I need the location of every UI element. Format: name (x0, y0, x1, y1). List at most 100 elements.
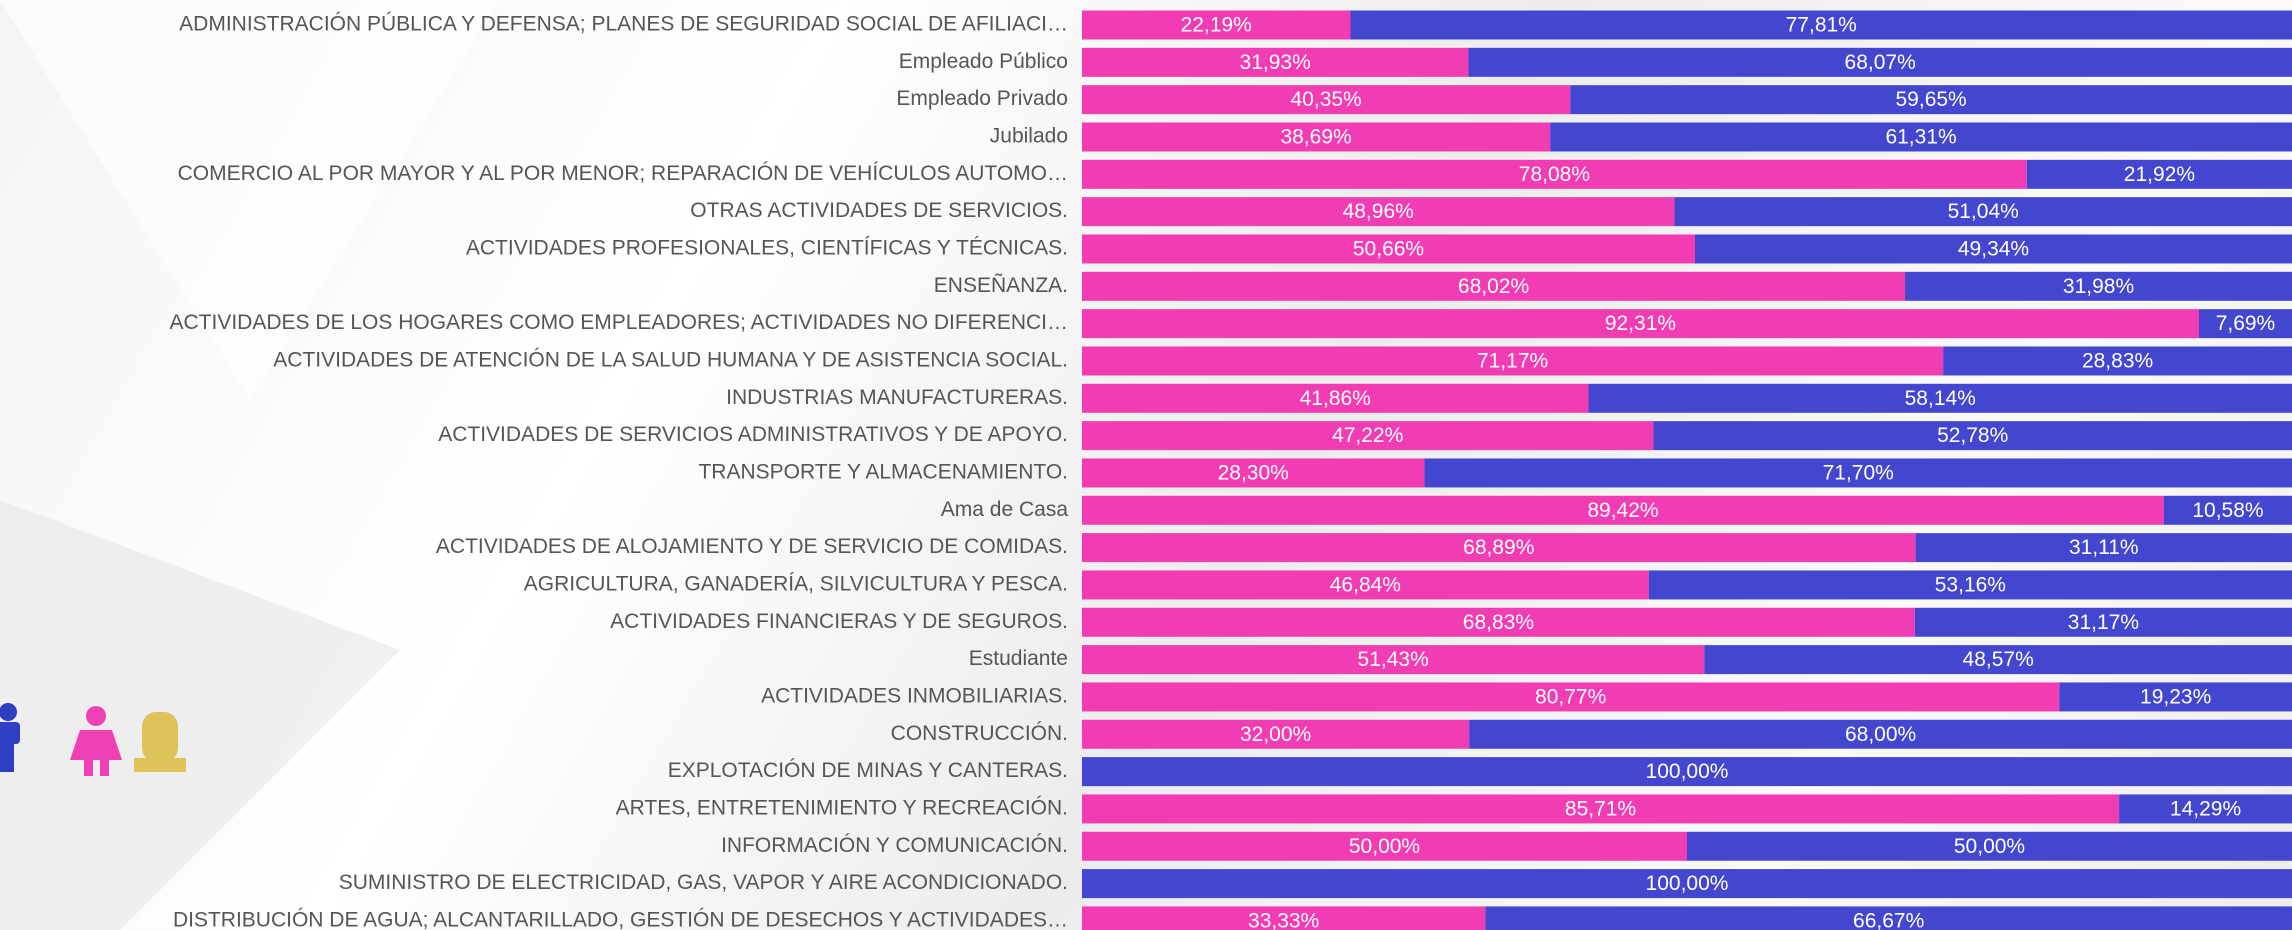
value-label: 31,11% (2069, 536, 2139, 559)
value-label: 51,04% (1948, 200, 2019, 223)
category-label: ACTIVIDADES FINANCIERAS Y DE SEGUROS. (610, 610, 1068, 633)
value-label: 41,86% (1300, 387, 1371, 410)
value-label: 66,67% (1853, 909, 1924, 930)
category-label: TRANSPORTE Y ALMACENAMIENTO. (698, 461, 1068, 484)
category-label: CONSTRUCCIÓN. (891, 722, 1068, 745)
value-label: 85,71% (1565, 797, 1636, 820)
category-label: Ama de Casa (941, 498, 1069, 521)
value-label: 31,98% (2063, 275, 2134, 298)
category-label: AGRICULTURA, GANADERÍA, SILVICULTURA Y P… (524, 572, 1068, 595)
bar-segment (1082, 495, 2164, 525)
bar-segment (1082, 607, 1915, 637)
bar-segment (1082, 458, 1425, 488)
bg-shape (0, 500, 400, 930)
bar-segment (1082, 47, 1469, 77)
bg-shape (0, 0, 500, 400)
bar-segment (2059, 682, 2292, 712)
value-label: 22,19% (1181, 14, 1252, 37)
category-label: ARTES, ENTRETENIMIENTO Y RECREACIÓN. (616, 796, 1068, 819)
bar-segment (1915, 533, 2292, 563)
bar-segment (1350, 10, 2292, 40)
value-label: 28,83% (2082, 350, 2153, 373)
bar-segment (1653, 421, 2292, 451)
bar-segment (1082, 682, 2060, 712)
bar-segment (2163, 495, 2292, 525)
category-label: ACTIVIDADES PROFESIONALES, CIENTÍFICAS Y… (466, 237, 1068, 260)
other-icon (134, 712, 186, 772)
category-label: ACTIVIDADES DE LOS HOGARES COMO EMPLEADO… (170, 311, 1069, 334)
value-label: 50,00% (1954, 835, 2025, 858)
bar-segment (1570, 85, 2292, 115)
value-label: 48,96% (1343, 200, 1414, 223)
category-label: OTRAS ACTIVIDADES DE SERVICIOS. (690, 199, 1068, 222)
value-label: 68,07% (1845, 51, 1916, 74)
value-label: 77,81% (1786, 14, 1857, 37)
bar-segment (1082, 645, 1705, 675)
bar-segment (1082, 10, 1351, 40)
bar-segment (1082, 197, 1675, 227)
value-label: 100,00% (1646, 760, 1729, 783)
bar-segment (1082, 906, 1486, 930)
bar-segment (1082, 85, 1571, 115)
bar-segment (1082, 869, 2292, 899)
bar-segment (1082, 831, 1687, 861)
bar-segment (1082, 757, 2292, 787)
bar-segment (1082, 122, 1551, 152)
value-label: 47,22% (1332, 424, 1403, 447)
bar-segment (1082, 570, 1649, 600)
bar-segment (1082, 159, 2027, 189)
value-label: 31,17% (2068, 611, 2139, 634)
bar-segment (1588, 383, 2292, 413)
value-label: 71,70% (1823, 462, 1894, 485)
category-label: INFORMACIÓN Y COMUNICACIÓN. (721, 834, 1068, 857)
bar-segment (2026, 159, 2292, 189)
bar-segment (1082, 533, 1916, 563)
value-label: 50,66% (1353, 238, 1424, 261)
category-label: INDUSTRIAS MANUFACTURERAS. (726, 386, 1068, 409)
bar-segment (1082, 421, 1654, 451)
bar-segment (1694, 234, 2292, 264)
value-label: 31,93% (1240, 51, 1311, 74)
bar-segment (1704, 645, 2292, 675)
bar-segment (1082, 719, 1470, 749)
bar-segment (1943, 346, 2292, 376)
category-label: ACTIVIDADES DE ALOJAMIENTO Y DE SERVICIO… (436, 535, 1068, 558)
female-icon (70, 706, 122, 776)
value-label: 7,69% (2216, 312, 2276, 335)
value-label: 48,57% (1963, 648, 2034, 671)
value-label: 100,00% (1646, 872, 1729, 895)
bar-segment (1550, 122, 2292, 152)
bar-segment (1082, 383, 1589, 413)
value-label: 46,84% (1330, 573, 1401, 596)
bar-segment (1082, 346, 1944, 376)
bar-segment (2119, 794, 2292, 824)
value-label: 32,00% (1240, 723, 1311, 746)
category-label: ACTIVIDADES INMOBILIARIAS. (761, 684, 1068, 707)
bar-segment (1468, 47, 2292, 77)
bar-segment (1485, 906, 2292, 930)
value-label: 80,77% (1535, 685, 1606, 708)
value-label: 71,17% (1477, 350, 1548, 373)
value-label: 68,02% (1458, 275, 1529, 298)
value-label: 52,78% (1937, 424, 2008, 447)
value-label: 68,00% (1845, 723, 1916, 746)
category-label: Empleado Privado (896, 87, 1068, 110)
bar-segment (1469, 719, 2292, 749)
bar-segment (1082, 794, 2120, 824)
category-label: SUMINISTRO DE ELECTRICIDAD, GAS, VAPOR Y… (339, 871, 1068, 894)
bar-segment (1082, 309, 2199, 339)
value-label: 89,42% (1587, 499, 1658, 522)
value-label: 68,89% (1463, 536, 1534, 559)
icons (0, 703, 186, 776)
value-label: 50,00% (1349, 835, 1420, 858)
category-label: COMERCIO AL POR MAYOR Y AL POR MENOR; RE… (178, 162, 1068, 185)
bar-segment (1424, 458, 2292, 488)
value-label: 21,92% (2124, 163, 2195, 186)
value-label: 78,08% (1519, 163, 1590, 186)
bar-segment (1687, 831, 2292, 861)
value-label: 40,35% (1291, 88, 1362, 111)
category-label: ENSEÑANZA. (934, 273, 1068, 297)
male-icon (0, 703, 20, 772)
